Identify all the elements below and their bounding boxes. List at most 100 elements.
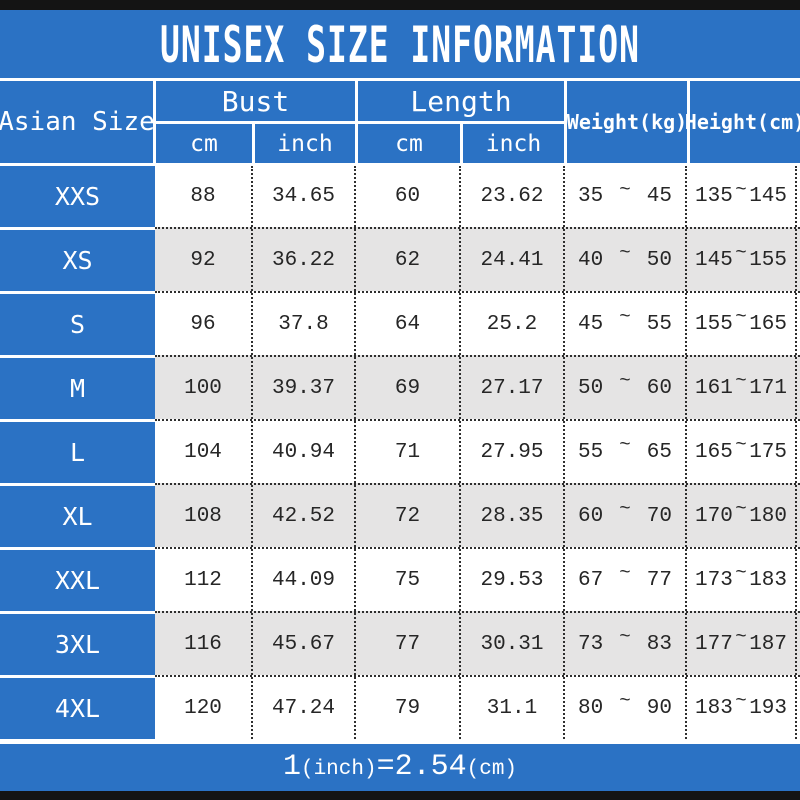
table-row: L 104 40.94 71 27.95 55 ~65 165 ~175 — [0, 419, 800, 483]
weight-range-cell: 67 ~77 — [565, 549, 687, 611]
length-cm-cell: 60 — [356, 166, 461, 227]
header-length-inch: inch — [463, 124, 564, 163]
tilde: ~ — [619, 562, 631, 584]
header-bust-inch: inch — [255, 124, 355, 163]
size-cell: 3XL — [0, 611, 155, 675]
weight-range-cell: 50 ~60 — [565, 357, 687, 419]
tilde: ~ — [619, 370, 631, 392]
bust-cm-cell: 116 — [155, 613, 253, 675]
table-row: XXS 88 34.65 60 23.62 35 ~45 135 ~145 — [0, 163, 800, 227]
table-header: Asian Size Bust Length Weight(kg) Height… — [0, 81, 800, 163]
bust-cm-cell: 92 — [155, 229, 253, 291]
length-inch-cell: 25.2 — [461, 293, 565, 355]
size-cell: 4XL — [0, 675, 155, 739]
length-inch-cell: 30.31 — [461, 613, 565, 675]
tilde: ~ — [619, 498, 631, 520]
weight-range-cell: 73 ~83 — [565, 613, 687, 675]
length-inch-cell: 27.95 — [461, 421, 565, 483]
table-row: S 96 37.8 64 25.2 45 ~55 155 ~165 — [0, 291, 800, 355]
bust-inch-cell: 36.22 — [253, 229, 356, 291]
height-range-cell: 155 ~165 — [687, 293, 797, 355]
tilde: ~ — [735, 626, 747, 648]
bust-cm-cell: 100 — [155, 357, 253, 419]
bust-inch-cell: 47.24 — [253, 677, 356, 739]
title-bar: UNISEX SIZE INFORMATION — [0, 10, 800, 81]
conversion-note-bar: 1 (inch) =2.54 (cm) — [0, 739, 800, 791]
tilde: ~ — [735, 178, 747, 201]
bust-inch-cell: 45.67 — [253, 613, 356, 675]
length-inch-cell: 24.41 — [461, 229, 565, 291]
size-cell: XXL — [0, 547, 155, 611]
table-row: 3XL 116 45.67 77 30.31 73 ~83 177 ~187 — [0, 611, 800, 675]
size-cell: XL — [0, 483, 155, 547]
height-range-cell: 170 ~180 — [687, 485, 797, 547]
length-inch-cell: 23.62 — [461, 166, 565, 227]
bust-cm-cell: 112 — [155, 549, 253, 611]
size-cell: S — [0, 291, 155, 355]
bust-cm-cell: 104 — [155, 421, 253, 483]
weight-range-cell: 35 ~45 — [565, 166, 687, 227]
weight-range-cell: 40 ~50 — [565, 229, 687, 291]
conversion-note: 1 — [282, 750, 301, 784]
bust-inch-cell: 37.8 — [253, 293, 356, 355]
table-row: M 100 39.37 69 27.17 50 ~60 161 ~171 — [0, 355, 800, 419]
length-cm-cell: 62 — [356, 229, 461, 291]
length-cm-cell: 79 — [356, 677, 461, 739]
header-bust-cm: cm — [156, 124, 252, 163]
table-row: 4XL 120 47.24 79 31.1 80 ~90 183 ~193 — [0, 675, 800, 739]
bust-cm-cell: 88 — [155, 166, 253, 227]
tilde: ~ — [619, 626, 631, 648]
bust-cm-cell: 108 — [155, 485, 253, 547]
height-range-cell: 173 ~183 — [687, 549, 797, 611]
tilde: ~ — [619, 242, 631, 264]
bust-cm-cell: 96 — [155, 293, 253, 355]
height-range-cell: 165 ~175 — [687, 421, 797, 483]
size-cell: M — [0, 355, 155, 419]
length-inch-cell: 27.17 — [461, 357, 565, 419]
length-cm-cell: 71 — [356, 421, 461, 483]
length-inch-cell: 29.53 — [461, 549, 565, 611]
height-range-cell: 183 ~193 — [687, 677, 797, 739]
bust-inch-cell: 39.37 — [253, 357, 356, 419]
tilde: ~ — [619, 306, 631, 328]
tilde: ~ — [735, 498, 747, 520]
height-range-cell: 161 ~171 — [687, 357, 797, 419]
table-body: XXS 88 34.65 60 23.62 35 ~45 135 ~145 XS 9… — [0, 163, 800, 739]
length-cm-cell: 77 — [356, 613, 461, 675]
tilde: ~ — [735, 306, 747, 328]
size-cell: XXS — [0, 163, 155, 227]
header-asian-size: Asian Size — [0, 81, 155, 163]
length-inch-cell: 31.1 — [461, 677, 565, 739]
tilde: ~ — [735, 690, 747, 712]
length-cm-cell: 75 — [356, 549, 461, 611]
tilde: ~ — [735, 562, 747, 584]
weight-range-cell: 55 ~65 — [565, 421, 687, 483]
tilde: ~ — [619, 690, 631, 712]
header-bust-group: Bust — [156, 81, 355, 121]
tilde: ~ — [735, 370, 747, 392]
height-range-cell: 135 ~145 — [687, 166, 797, 227]
table-row: XL 108 42.52 72 28.35 60 ~70 170 ~180 — [0, 483, 800, 547]
header-weight: Weight(kg) — [567, 81, 687, 163]
bust-cm-cell: 120 — [155, 677, 253, 739]
tilde: ~ — [735, 434, 747, 456]
weight-range-cell: 45 ~55 — [565, 293, 687, 355]
tilde: ~ — [619, 178, 631, 201]
weight-range-cell: 80 ~90 — [565, 677, 687, 739]
size-cell: XS — [0, 227, 155, 291]
bust-inch-cell: 44.09 — [253, 549, 356, 611]
weight-range-cell: 60 ~70 — [565, 485, 687, 547]
tilde: ~ — [619, 434, 631, 456]
length-inch-cell: 28.35 — [461, 485, 565, 547]
bottom-black-bar — [0, 791, 800, 800]
length-cm-cell: 64 — [356, 293, 461, 355]
length-cm-cell: 72 — [356, 485, 461, 547]
height-range-cell: 145 ~155 — [687, 229, 797, 291]
table-row: XS 92 36.22 62 24.41 40 ~50 145 ~155 — [0, 227, 800, 291]
header-height: Height(cm) — [685, 81, 800, 163]
bust-inch-cell: 34.65 — [253, 166, 356, 227]
page-title: UNISEX SIZE INFORMATION — [160, 14, 640, 74]
table-row: XXL 112 44.09 75 29.53 67 ~77 173 ~183 — [0, 547, 800, 611]
header-length-cm: cm — [358, 124, 460, 163]
bust-inch-cell: 42.52 — [253, 485, 356, 547]
